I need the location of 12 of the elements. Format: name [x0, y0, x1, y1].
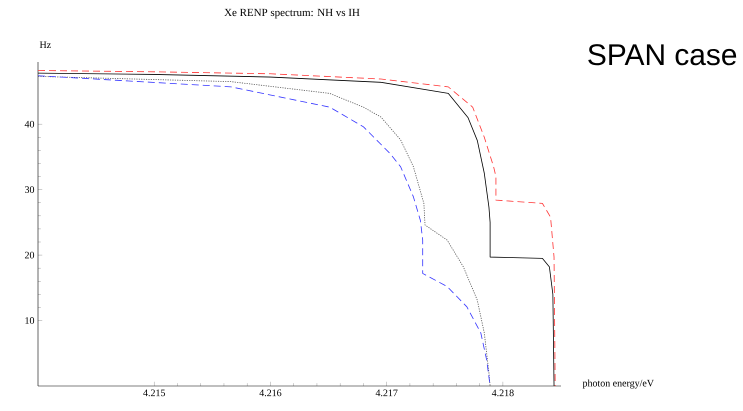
y-tick-label: 10	[25, 317, 34, 324]
x-axis-title: photon energy/eV	[582, 379, 654, 389]
x-tick-label: 4.218	[492, 390, 514, 396]
y-tick-label: 20	[24, 252, 34, 258]
text: SPAN case	[588, 44, 736, 66]
y-axis-title: Hz	[40, 41, 51, 48]
x-tick-label: 4.217	[376, 390, 398, 396]
x-tick-label: 4.215	[143, 390, 166, 396]
y-tick-label: 30	[25, 186, 34, 193]
x-tick-label: 4.216	[259, 390, 282, 396]
y-tick-label: 40	[24, 120, 34, 128]
chart-title: Xe RENP spectrum: NH vs IH	[224, 8, 360, 18]
